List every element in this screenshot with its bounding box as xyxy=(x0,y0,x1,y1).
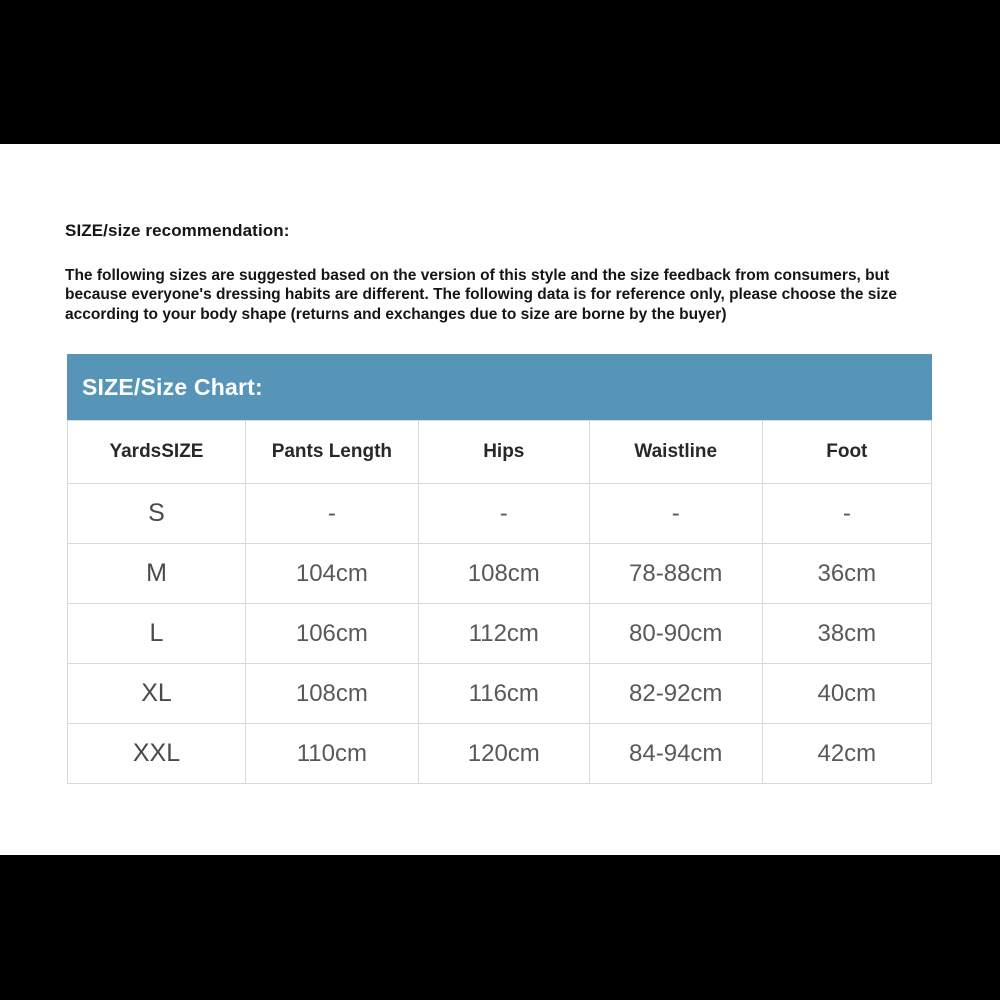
cell-hips: - xyxy=(417,483,590,544)
cell-waistline: 78-88cm xyxy=(588,543,763,604)
cell-size-label: M xyxy=(67,543,246,604)
size-chart-banner: SIZE/Size Chart: xyxy=(67,354,932,420)
cell-hips: 108cm xyxy=(417,543,590,604)
cell-foot: 36cm xyxy=(761,543,933,604)
cell-foot: - xyxy=(761,483,933,544)
header-waistline: Waistline xyxy=(588,420,763,484)
header-yards-size: YardsSIZE xyxy=(67,420,246,484)
cell-hips: 120cm xyxy=(417,723,590,784)
size-chart-table: YardsSIZE Pants Length Hips Waistline Fo… xyxy=(67,420,933,784)
cell-hips: 112cm xyxy=(417,603,590,664)
size-disclaimer-text: The following sizes are suggested based … xyxy=(65,267,898,323)
cell-pants-length: 108cm xyxy=(244,663,419,724)
table-header-row: YardsSIZE Pants Length Hips Waistline Fo… xyxy=(67,420,933,484)
cell-foot: 38cm xyxy=(761,603,933,664)
table-row-s: S - - - - xyxy=(67,483,933,544)
size-chart-banner-title: SIZE/Size Chart: xyxy=(82,373,263,400)
cell-size-label: XL xyxy=(67,663,246,724)
cell-pants-length: - xyxy=(244,483,419,544)
cell-pants-length: 110cm xyxy=(244,723,419,784)
cell-size-label: S xyxy=(67,483,246,544)
table-row-l: L 106cm 112cm 80-90cm 38cm xyxy=(67,603,933,664)
header-pants-length: Pants Length xyxy=(244,420,419,484)
cell-waistline: - xyxy=(588,483,763,544)
cell-pants-length: 106cm xyxy=(244,603,419,664)
cell-waistline: 84-94cm xyxy=(588,723,763,784)
table-row-xl: XL 108cm 116cm 82-92cm 40cm xyxy=(67,663,933,724)
cell-waistline: 80-90cm xyxy=(588,603,763,664)
size-recommendation-heading: SIZE/size recommendation: xyxy=(65,221,290,240)
header-foot: Foot xyxy=(761,420,933,484)
cell-waistline: 82-92cm xyxy=(588,663,763,724)
cell-size-label: XXL xyxy=(67,723,246,784)
table-row-xxl: XXL 110cm 120cm 84-94cm 42cm xyxy=(67,723,933,784)
table-row-m: M 104cm 108cm 78-88cm 36cm xyxy=(67,543,933,604)
cell-foot: 40cm xyxy=(761,663,933,724)
cell-foot: 42cm xyxy=(761,723,933,784)
bottom-letterbox xyxy=(0,855,1000,1000)
cell-size-label: L xyxy=(67,603,246,664)
header-hips: Hips xyxy=(417,420,590,484)
cell-hips: 116cm xyxy=(417,663,590,724)
cell-pants-length: 104cm xyxy=(244,543,419,604)
top-letterbox xyxy=(0,0,1000,144)
